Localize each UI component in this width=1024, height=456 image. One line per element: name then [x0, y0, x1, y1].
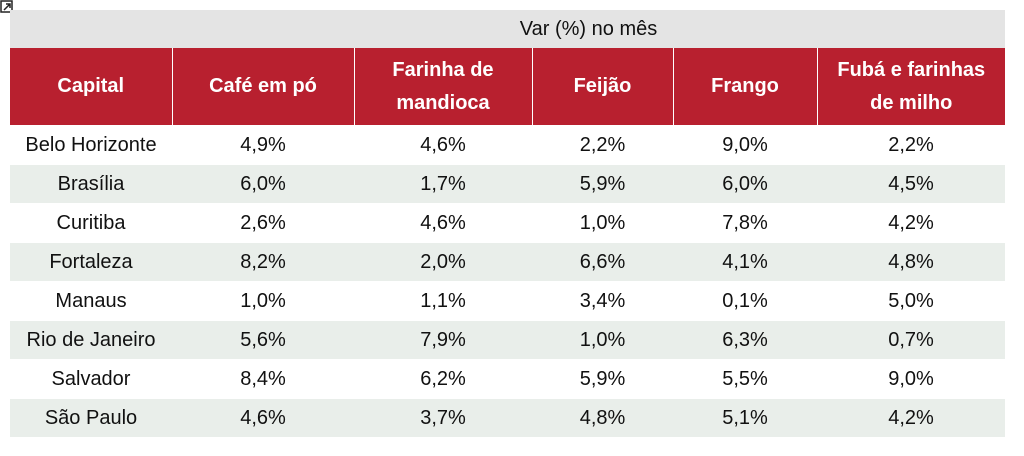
super-header-row: Var (%) no mês	[10, 10, 1006, 48]
cell-capital: Fortaleza	[10, 242, 172, 282]
table-row: Brasília 6,0% 1,7% 5,9% 6,0% 4,5%	[10, 164, 1006, 204]
cell-cafe: 2,6%	[172, 203, 354, 243]
cell-frango: 5,1%	[673, 398, 817, 437]
cell-capital: Brasília	[10, 164, 172, 204]
table-row: São Paulo 4,6% 3,7% 4,8% 5,1% 4,2%	[10, 398, 1006, 437]
cell-cafe: 4,6%	[172, 398, 354, 437]
cell-frango: 5,5%	[673, 359, 817, 399]
cell-frango: 7,8%	[673, 203, 817, 243]
column-header-frango: Frango	[672, 48, 817, 126]
cell-farinha-mandioca: 1,7%	[354, 164, 532, 204]
cell-feijao: 4,8%	[532, 398, 673, 437]
cell-cafe: 1,0%	[172, 281, 354, 321]
resize-icon[interactable]	[0, 0, 14, 14]
cell-farinha-mandioca: 3,7%	[354, 398, 532, 437]
column-header-farinha-mandioca: Farinha de mandioca	[353, 48, 532, 126]
cell-fuba: 0,7%	[817, 320, 1006, 360]
cell-feijao: 6,6%	[532, 242, 673, 282]
cell-frango: 9,0%	[673, 125, 817, 165]
cell-farinha-mandioca: 4,6%	[354, 203, 532, 243]
cell-cafe: 8,4%	[172, 359, 354, 399]
cell-feijao: 3,4%	[532, 281, 673, 321]
cell-capital: Manaus	[10, 281, 172, 321]
cell-cafe: 4,9%	[172, 125, 354, 165]
cell-fuba: 4,5%	[817, 164, 1006, 204]
cell-feijao: 1,0%	[532, 320, 673, 360]
cell-fuba: 4,8%	[817, 242, 1006, 282]
cell-fuba: 4,2%	[817, 398, 1006, 437]
cell-frango: 0,1%	[673, 281, 817, 321]
cell-capital: Rio de Janeiro	[10, 320, 172, 360]
cell-capital: Belo Horizonte	[10, 125, 172, 165]
cell-frango: 6,3%	[673, 320, 817, 360]
cell-feijao: 5,9%	[532, 359, 673, 399]
cell-fuba: 2,2%	[817, 125, 1006, 165]
cell-feijao: 5,9%	[532, 164, 673, 204]
cell-capital: Salvador	[10, 359, 172, 399]
super-header: Var (%) no mês	[172, 10, 1006, 48]
column-header-feijao: Feijão	[531, 48, 673, 126]
table-row: Curitiba 2,6% 4,6% 1,0% 7,8% 4,2%	[10, 203, 1006, 243]
cell-fuba: 9,0%	[817, 359, 1006, 399]
cell-fuba: 5,0%	[817, 281, 1006, 321]
table-row: Fortaleza 8,2% 2,0% 6,6% 4,1% 4,8%	[10, 242, 1006, 282]
price-variation-table-container: Var (%) no mês Capital Café em pó Farinh…	[10, 10, 1006, 437]
cell-frango: 4,1%	[673, 242, 817, 282]
table-row: Manaus 1,0% 1,1% 3,4% 0,1% 5,0%	[10, 281, 1006, 321]
cell-cafe: 8,2%	[172, 242, 354, 282]
column-header-cafe: Café em pó	[171, 48, 354, 126]
cell-cafe: 6,0%	[172, 164, 354, 204]
cell-farinha-mandioca: 7,9%	[354, 320, 532, 360]
cell-feijao: 2,2%	[532, 125, 673, 165]
cell-feijao: 1,0%	[532, 203, 673, 243]
table-row: Belo Horizonte 4,9% 4,6% 2,2% 9,0% 2,2%	[10, 125, 1006, 165]
column-header-row: Capital Café em pó Farinha de mandioca F…	[10, 48, 1006, 126]
super-header-blank-cell	[10, 10, 172, 48]
cell-farinha-mandioca: 1,1%	[354, 281, 532, 321]
cell-cafe: 5,6%	[172, 320, 354, 360]
table-row: Salvador 8,4% 6,2% 5,9% 5,5% 9,0%	[10, 359, 1006, 399]
cell-fuba: 4,2%	[817, 203, 1006, 243]
cell-capital: São Paulo	[10, 398, 172, 437]
column-header-capital: Capital	[10, 48, 172, 126]
cell-farinha-mandioca: 4,6%	[354, 125, 532, 165]
cell-capital: Curitiba	[10, 203, 172, 243]
cell-frango: 6,0%	[673, 164, 817, 204]
cell-farinha-mandioca: 6,2%	[354, 359, 532, 399]
cell-farinha-mandioca: 2,0%	[354, 242, 532, 282]
price-variation-table: Var (%) no mês Capital Café em pó Farinh…	[10, 10, 1006, 437]
column-header-fuba: Fubá e farinhas de milho	[816, 48, 1006, 126]
table-row: Rio de Janeiro 5,6% 7,9% 1,0% 6,3% 0,7%	[10, 320, 1006, 360]
